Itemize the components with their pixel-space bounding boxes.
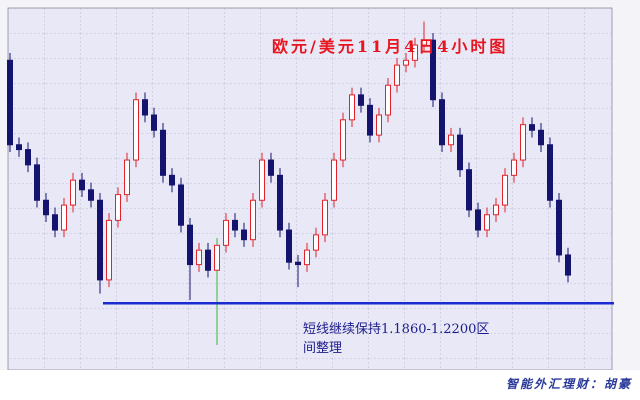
candle-body [394,64,400,86]
annotation: 间整理 [303,341,342,356]
candle-body [466,169,472,211]
candle-body [439,99,445,146]
candle-body [43,199,49,216]
candle-body [349,94,355,121]
candle-body [142,99,148,116]
candle-body [124,159,130,196]
candle-body [7,59,13,146]
candle-body [448,134,454,146]
annotation: 短线继续保持1.1860-1.2200区 [303,322,489,337]
candle-body [358,94,364,106]
candle-body [457,134,463,171]
candle-body [502,174,508,206]
candles [7,21,614,346]
candle-body [430,39,436,101]
candle-body [376,114,382,136]
candle-body [178,184,184,226]
candle-body [286,229,292,263]
candle-body [214,244,220,271]
candle-body [61,204,67,231]
candle-body [259,159,265,201]
candle-body [223,219,229,246]
candle-body [313,234,319,251]
candle-body [412,44,418,61]
candle-body [304,249,310,266]
candle-body [475,209,481,231]
candle-body [268,159,274,176]
candle-body [151,114,157,131]
candle-body [34,164,40,201]
candle-body [421,39,427,46]
candle-body [331,159,337,201]
candle-body [196,249,202,266]
chart-title: 欧元/美元11月4日4小时图 [272,37,508,56]
candle-body [115,194,121,221]
candle-body [493,204,499,216]
candle-body [367,104,373,136]
candle-body [205,249,211,271]
grid [8,8,612,370]
candle-body [88,189,94,201]
candle-body [484,214,490,231]
candle-body [160,129,166,176]
candle-body [385,84,391,116]
candle-body [52,214,58,231]
candle-body [538,129,544,146]
footer-text: 智能外汇理财：胡豪 [506,377,632,391]
candle-body [187,224,193,266]
candle-body [511,159,517,176]
candle-body [295,261,301,266]
candle-body [556,199,562,256]
candle-body [16,144,22,151]
candle-body [232,219,238,231]
candle-body [133,99,139,161]
candle-body [565,254,571,276]
candle-body [529,124,535,131]
candle-body [25,149,31,166]
candle-body [79,179,85,191]
candle-body [547,144,553,201]
candle-body [241,229,247,241]
candle-body [322,199,328,236]
candle-body [340,119,346,161]
candle-body [97,199,103,281]
candle-body [250,199,256,241]
candle-body [70,179,76,206]
candle-body [106,219,112,281]
candle-body [169,174,175,186]
candle-body [277,174,283,231]
candle-body [520,124,526,161]
footer-bar [0,370,640,400]
candle-body [403,59,409,66]
